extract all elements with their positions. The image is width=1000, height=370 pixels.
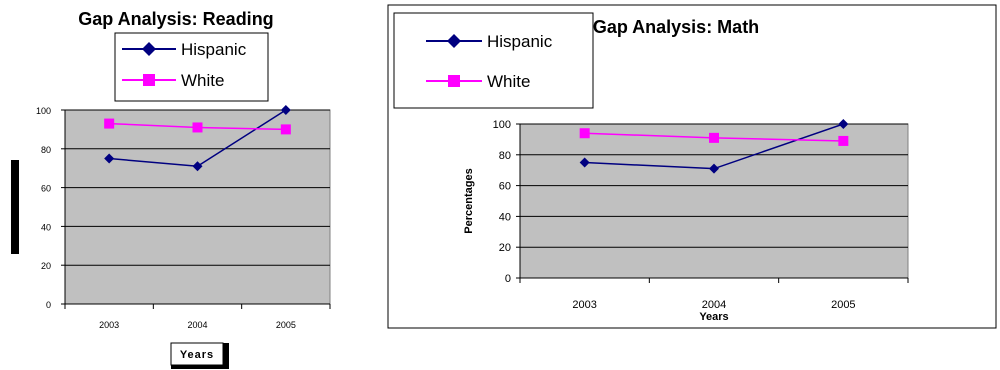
reading-y-tick-label: 0 xyxy=(46,300,51,310)
reading-xlabel-box xyxy=(170,342,224,366)
reading-y-tick-label: 40 xyxy=(41,222,51,232)
math-chart-title: Gap Analysis: Math xyxy=(593,17,759,37)
reading-hispanic-point xyxy=(280,105,291,115)
reading-white-point xyxy=(280,124,291,135)
math-series xyxy=(579,119,849,174)
math-legend-white-square-icon xyxy=(448,75,460,87)
math-legend-hispanic-label: Hispanic xyxy=(487,32,553,51)
math-y-tick-label: 100 xyxy=(493,119,511,131)
reading-x-tick-label: 2004 xyxy=(187,320,207,330)
reading-x-tick-labels: 2003 2004 2005 xyxy=(64,304,331,330)
reading-plot-area xyxy=(64,109,331,305)
reading-y-tick-label: 60 xyxy=(41,184,51,194)
math-plot-area xyxy=(519,123,909,279)
math-white-point xyxy=(579,128,590,139)
math-white-point xyxy=(838,135,849,146)
reading-y-tick-labels: 0 20 40 60 80 100 xyxy=(36,106,65,310)
reading-ylabel-box xyxy=(11,160,19,254)
math-y-tick-label: 20 xyxy=(499,242,511,254)
reading-x-tick-label: 2005 xyxy=(276,320,296,330)
math-legend xyxy=(393,12,594,109)
reading-legend-white-square-icon xyxy=(143,74,155,86)
math-y-tick-label: 60 xyxy=(499,181,511,193)
reading-chart: Gap Analysis: Reading Hispanic White 0 20… xyxy=(11,9,331,369)
reading-chart-title: Gap Analysis: Reading xyxy=(78,9,273,29)
reading-series xyxy=(104,105,291,172)
math-hispanic-point xyxy=(579,157,590,168)
reading-legend-hispanic-diamond-icon xyxy=(142,42,156,56)
reading-y-tick-label: 80 xyxy=(41,145,51,155)
reading-white-point xyxy=(104,118,115,129)
math-x-tick-labels: 2003 2004 2005 xyxy=(519,278,909,311)
reading-legend-white-label: White xyxy=(181,71,224,90)
reading-y-tick-label: 100 xyxy=(36,106,51,116)
math-y-axis-label: Percentages xyxy=(463,168,475,233)
math-y-tick-label: 0 xyxy=(505,273,511,285)
math-y-tick-label: 40 xyxy=(499,211,511,223)
reading-x-tick-label: 2003 xyxy=(99,320,119,330)
math-legend-hispanic-diamond-icon xyxy=(447,34,461,48)
math-hispanic-point xyxy=(838,119,849,129)
reading-hispanic-point xyxy=(192,161,203,172)
reading-white-point xyxy=(192,122,203,133)
math-y-tick-labels: 0 20 40 60 80 100 xyxy=(493,119,520,285)
math-x-tick-label: 2005 xyxy=(831,299,855,311)
math-x-tick-label: 2004 xyxy=(702,299,726,311)
math-chart: Gap Analysis: Math Hispanic White 0 20 40 6… xyxy=(387,4,997,329)
reading-hispanic-point xyxy=(104,153,115,164)
math-legend-white-label: White xyxy=(487,72,530,91)
reading-legend xyxy=(114,32,269,102)
reading-y-tick-label: 20 xyxy=(41,261,51,271)
reading-x-axis-label: Years xyxy=(180,349,214,361)
reading-legend-hispanic-label: Hispanic xyxy=(181,40,247,59)
math-y-tick-label: 80 xyxy=(499,150,511,162)
math-hispanic-point xyxy=(709,163,719,174)
math-x-axis-label: Years xyxy=(699,311,728,323)
math-x-tick-label: 2003 xyxy=(572,299,596,311)
math-white-point xyxy=(709,132,719,143)
